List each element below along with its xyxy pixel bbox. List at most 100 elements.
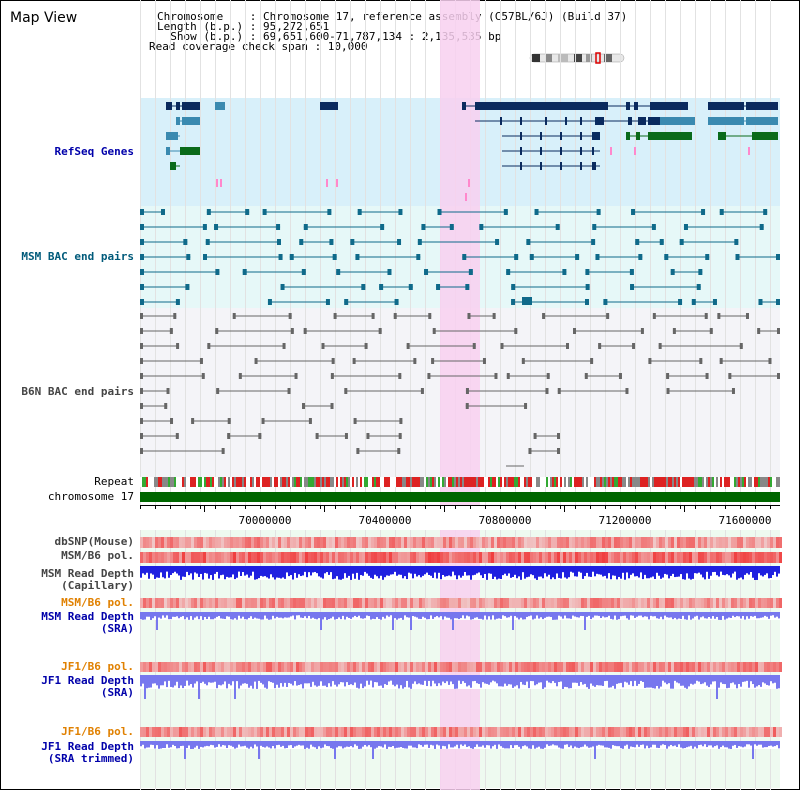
- jf1-sra-depth-bar: [374, 675, 376, 683]
- jf1-b6-trim-pol-cell: [674, 727, 677, 737]
- msm-sra-depth-bar: [508, 612, 510, 618]
- label-dbsnp[interactable]: dbSNP(Mouse): [54, 535, 134, 548]
- jf1-b6-pol-cell: [296, 662, 299, 672]
- jf1-sra-trim-depth-bar: [708, 741, 710, 746]
- dbsnp-cell: [650, 537, 653, 548]
- msm-capillary-depth-bar: [620, 566, 622, 579]
- msm-b6-sra-pol-cell: [710, 598, 713, 608]
- repeat-block: [658, 477, 660, 487]
- repeat-block: [586, 477, 588, 487]
- repeat-block: [778, 477, 780, 487]
- repeat-block: [334, 477, 336, 487]
- msm-b6-pol-cell: [149, 552, 152, 563]
- dbsnp-cell: [257, 537, 260, 548]
- dbsnp-cell: [209, 537, 212, 548]
- label-refseq-genes[interactable]: RefSeq Genes: [54, 145, 134, 158]
- msm-capillary-depth-bar: [422, 566, 424, 576]
- msm-b6-pol-cell: [752, 552, 755, 563]
- repeat-block: [214, 477, 216, 487]
- dbsnp-cell: [512, 537, 515, 548]
- chromosome-ideogram-icon[interactable]: [528, 52, 628, 64]
- jf1-sra-trim-depth-bar: [236, 741, 238, 748]
- msm-capillary-depth-bar: [426, 566, 428, 573]
- label-b6n-bac-end-pairs[interactable]: B6N BAC end pairs: [21, 385, 134, 398]
- jf1-sra-depth-bar: [200, 675, 202, 684]
- repeat-block: [604, 477, 606, 487]
- msm-b6-pol-cell: [416, 552, 419, 563]
- label-msm-b6-pol[interactable]: MSM/B6 pol.: [61, 549, 134, 562]
- msm-sra-depth-bar: [598, 612, 600, 616]
- repeat-block: [266, 477, 268, 487]
- msm-b6-sra-pol-cell: [575, 598, 578, 608]
- dbsnp-cell: [215, 537, 218, 548]
- msm-capillary-depth-bar: [228, 566, 230, 578]
- msm-sra-depth-bar: [530, 612, 532, 616]
- jf1-sra-trim-depth-bar: [446, 741, 448, 749]
- genome-tracks[interactable]: 70000000 70400000 70800000 71200000 71600000: [140, 0, 782, 790]
- jf1-sra-depth-bar: [332, 675, 334, 682]
- jf1-sra-trim-depth-bar: [646, 741, 648, 746]
- label-jf1-b6-pol-trim[interactable]: JF1/B6 pol.: [61, 725, 134, 738]
- jf1-sra-depth-bar: [146, 675, 148, 689]
- repeat-block: [274, 477, 276, 487]
- msm-sra-depth-bar: [610, 612, 612, 619]
- jf1-sra-trim-depth-bar: [544, 741, 546, 748]
- jf1-sra-depth-bar: [338, 675, 340, 685]
- msm-sra-depth-bar: [534, 612, 536, 619]
- msm-sra-depth-bar: [644, 612, 646, 617]
- msm-b6-pol-cell: [647, 552, 650, 563]
- msm-sra-depth-bar: [316, 612, 318, 620]
- label-msm-b6-pol-sra[interactable]: MSM/B6 pol.: [61, 596, 134, 609]
- jf1-b6-trim-pol-cell: [602, 727, 605, 737]
- jf1-b6-trim-pol-cell: [686, 727, 689, 737]
- dbsnp-cell: [248, 537, 251, 548]
- label-jf1-read-depth-sra[interactable]: JF1 Read Depth: [41, 674, 134, 687]
- label-jf1-read-depth-trim[interactable]: JF1 Read Depth: [41, 740, 134, 753]
- msm-b6-sra-pol-cell: [233, 598, 236, 608]
- msm-b6-pol-cell: [623, 552, 626, 563]
- jf1-sra-depth-bar: [584, 675, 586, 684]
- repeat-block: [560, 477, 562, 487]
- jf1-sra-trim-depth-bar: [412, 741, 414, 748]
- jf1-sra-depth-bar: [198, 675, 200, 699]
- label-msm-read-depth-sra[interactable]: MSM Read Depth: [41, 610, 134, 623]
- msm-sra-depth-bar: [526, 612, 528, 617]
- msm-capillary-depth-bar: [602, 566, 604, 577]
- refseq-pink-mark: [610, 147, 612, 155]
- msm-b6-pol-cell: [524, 552, 527, 563]
- jf1-sra-trim-depth-bar: [486, 741, 488, 746]
- jf1-sra-trim-depth-bar: [764, 741, 766, 748]
- msm-sra-depth-bar: [184, 612, 186, 620]
- msm-b6-sra-pol-cell: [212, 598, 215, 608]
- msm-end-right: [763, 209, 768, 215]
- msm-capillary-depth-bar: [518, 566, 520, 577]
- msm-capillary-depth-bar: [274, 566, 276, 580]
- msm-sra-depth-bar: [514, 612, 516, 617]
- msm-b6-pol-cell: [227, 552, 230, 563]
- jf1-b6-pol-cell: [725, 662, 728, 672]
- dbsnp-cell: [779, 537, 782, 548]
- msm-capillary-depth-bar: [410, 566, 412, 574]
- jf1-b6-pol-cell: [524, 662, 527, 672]
- msm-sra-depth-bar: [328, 612, 330, 620]
- jf1-sra-depth-bar: [416, 675, 418, 685]
- jf1-sra-depth-bar: [530, 675, 532, 682]
- repeat-block: [618, 477, 620, 487]
- b6n-end-left: [584, 373, 588, 379]
- b6n-end-left: [215, 328, 219, 334]
- msm-sra-depth-bar: [368, 612, 370, 617]
- jf1-b6-trim-pol-cell: [776, 727, 779, 737]
- jf1-sra-depth-bar: [304, 675, 306, 684]
- jf1-sra-trim-depth-bar: [272, 741, 274, 747]
- msm-sra-depth-bar: [294, 612, 296, 620]
- label-msm-read-depth-cap[interactable]: MSM Read Depth: [41, 567, 134, 580]
- dbsnp-cell: [329, 537, 332, 548]
- label-jf1-b6-pol[interactable]: JF1/B6 pol.: [61, 660, 134, 673]
- label-msm-bac-end-pairs[interactable]: MSM BAC end pairs: [21, 250, 134, 263]
- msm-capillary-depth-bar: [738, 566, 740, 579]
- dbsnp-cell: [623, 537, 626, 548]
- msm-b6-sra-pol-cell: [329, 598, 332, 608]
- jf1-sra-depth-bar: [428, 675, 430, 681]
- jf1-sra-trim-depth-bar: [258, 741, 260, 759]
- msm-end-left: [691, 299, 696, 305]
